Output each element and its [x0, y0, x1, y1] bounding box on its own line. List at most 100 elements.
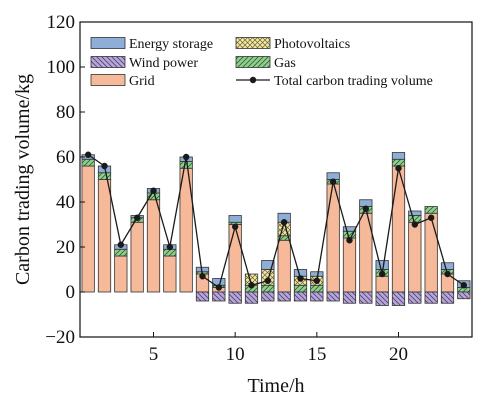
bar-wind-power-h8: [195, 291, 210, 302]
y-tick-label: 20: [56, 237, 75, 258]
total-point-h24: [460, 282, 468, 289]
bar-grid-h16: [326, 183, 340, 293]
bar-energy-storage-h19: [375, 260, 389, 270]
x-tick-label: 15: [307, 344, 326, 365]
legend-label-photovoltaics: Photovoltaics: [274, 37, 350, 52]
bar-energy-storage-h20: [391, 152, 406, 160]
bar-grid-h2: [97, 179, 112, 293]
bar-gas-h22: [424, 206, 438, 214]
bar-wind-power-h15: [310, 291, 324, 302]
bar-wind-power-h19: [375, 291, 389, 306]
legend: Energy storage Photovoltaics Wind power Gas…: [90, 37, 433, 89]
bar-gas-h2: [97, 172, 112, 180]
bar-wind-power-h18: [359, 291, 373, 304]
legend-marker-total-carbon-trading-volume: [249, 76, 257, 84]
y-tick-label: 80: [56, 102, 75, 123]
bar-gas-h20: [391, 158, 406, 167]
legend-swatch-energy-storage: [90, 37, 126, 49]
bar-gas-h14: [293, 284, 308, 293]
total-point-h10: [231, 223, 239, 230]
total-point-h4: [133, 214, 141, 221]
legend-label-total-carbon-trading-volume: Total carbon trading volume: [274, 74, 433, 89]
total-point-h15: [313, 277, 321, 284]
bar-wind-power-h22: [424, 291, 438, 304]
x-tick-label: 5: [149, 344, 159, 365]
bar-wind-power-h21: [408, 291, 422, 304]
bar-grid-h4: [130, 221, 144, 293]
legend-swatch-gas: [235, 56, 271, 68]
x-axis-title: Time/h: [247, 375, 304, 397]
legend-label-energy-storage: Energy storage: [129, 37, 213, 52]
bar-wind-power-h12: [261, 291, 275, 302]
total-point-h12: [264, 277, 272, 284]
total-point-h6: [166, 243, 174, 251]
bar-wind-power-h23: [440, 291, 455, 304]
bar-wind-power-h14: [293, 291, 308, 302]
legend-swatch-wind-power: [90, 56, 126, 68]
total-point-h5: [150, 187, 157, 194]
bar-gas-h21: [408, 215, 422, 223]
bar-energy-storage-h23: [440, 262, 455, 270]
plot-area: [81, 151, 471, 306]
bar-gas-h3: [114, 248, 128, 257]
y-axis-title: Carbon trading volume/kg: [12, 74, 34, 285]
total-point-h14: [297, 275, 304, 282]
bar-gas-h15: [310, 284, 324, 293]
bar-energy-storage-h18: [359, 199, 373, 207]
bar-wind-power-h10: [228, 291, 242, 304]
bar-grid-h5: [146, 199, 161, 293]
legend-label-grid: Grid: [129, 74, 155, 89]
bar-gas-h1: [81, 158, 95, 167]
total-point-h1: [84, 151, 92, 158]
bar-grid-h10: [228, 224, 242, 293]
total-point-h19: [378, 270, 386, 278]
y-tick-label: 120: [47, 12, 76, 33]
legend-label-wind-power: Wind power: [129, 56, 198, 71]
bar-wind-power-h13: [277, 291, 291, 302]
total-point-h16: [329, 178, 337, 185]
y-tick-label: 40: [56, 192, 75, 213]
bar-grid-h6: [163, 255, 177, 293]
total-point-h8: [199, 273, 206, 280]
total-point-h22: [427, 214, 435, 221]
bar-gas-h7: [179, 161, 193, 169]
bar-energy-storage-h14: [293, 269, 308, 277]
y-tick-label: 100: [47, 57, 76, 78]
total-point-h2: [101, 162, 108, 170]
total-point-h9: [215, 284, 223, 291]
bar-energy-storage-h8: [195, 266, 210, 273]
legend-swatch-photovoltaics: [235, 37, 271, 49]
bar-energy-storage-h16: [326, 172, 340, 180]
bar-grid-h17: [342, 237, 357, 293]
bar-wind-power-h16: [326, 291, 340, 302]
bar-energy-storage-h21: [408, 210, 422, 216]
bar-wind-power-h20: [391, 291, 406, 306]
total-line: [87, 154, 465, 289]
axes: −20 0 20 40 60 80 100 120 5 10 15 20 Time/h Carbon tr…: [12, 12, 473, 397]
bar-gas-h6: [163, 248, 177, 257]
total-point-h3: [117, 241, 125, 248]
total-point-h18: [362, 205, 370, 212]
bar-grid-h1: [81, 165, 95, 293]
bar-grid-h22: [424, 212, 438, 293]
bar-wind-power-h11: [244, 291, 259, 304]
bar-wind-power-h9: [212, 291, 226, 302]
bar-grid-h19: [375, 275, 389, 293]
bar-wind-power-h17: [342, 291, 357, 304]
total-point-h13: [280, 219, 288, 226]
plot-frame: [79, 21, 473, 338]
bar-energy-storage-h12: [261, 260, 275, 270]
total-point-h20: [395, 165, 402, 172]
y-tick-label: 0: [66, 282, 76, 303]
bar-gas-h12: [261, 284, 275, 293]
total-point-h7: [182, 153, 190, 161]
total-point-h17: [346, 237, 353, 244]
bar-energy-storage-h15: [310, 271, 324, 277]
total-point-h11: [248, 282, 255, 289]
bar-grid-h13: [277, 239, 291, 293]
legend-label-gas: Gas: [274, 56, 296, 71]
y-tick-label: 60: [56, 147, 75, 168]
bar-wind-power-h24: [457, 291, 471, 300]
total-point-h21: [411, 221, 419, 228]
